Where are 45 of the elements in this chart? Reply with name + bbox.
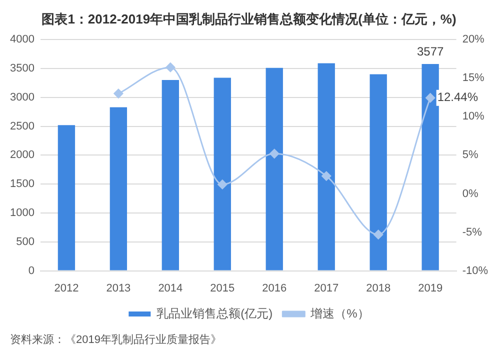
x-tick-label: 2018 (366, 282, 391, 294)
y-tick-label: 3500 (10, 62, 34, 75)
point (114, 88, 124, 98)
x-tick-label: 2015 (210, 282, 235, 294)
bar (318, 63, 335, 270)
point (322, 171, 332, 181)
bar (58, 125, 76, 270)
point (166, 62, 176, 72)
y-tick-label: 4000 (10, 34, 34, 46)
data-label: 12.44% (437, 90, 478, 104)
legend-label: 增速（%） (310, 306, 370, 320)
point (374, 230, 384, 240)
point (426, 93, 436, 103)
y2-tick-label: -10% (462, 264, 488, 277)
y2-tick-label: 5% (462, 149, 478, 162)
y2-tick-label: 20% (462, 34, 485, 46)
y-tick-label: 1000 (10, 207, 34, 220)
bar (162, 80, 179, 270)
x-tick-label: 2019 (418, 282, 443, 294)
y2-tick-label: 0% (462, 188, 478, 200)
data-label: 3577 (416, 44, 444, 58)
x-tick-label: 2014 (158, 282, 183, 294)
y2-tick-label: 10% (462, 110, 485, 123)
y-tick-label: 0 (28, 264, 34, 277)
legend-label: 乳品业销售总额(亿元) (156, 306, 273, 320)
y2-tick-label: -5% (462, 226, 482, 238)
y-tick-label: 1500 (10, 178, 34, 190)
bar (266, 68, 283, 270)
bar (422, 64, 439, 270)
x-tick-label: 2013 (106, 282, 131, 294)
point (270, 148, 280, 158)
x-tick-label: 2012 (54, 282, 79, 294)
bar (370, 74, 387, 270)
bar (110, 107, 128, 270)
point (218, 180, 228, 190)
y2-tick-label: 15% (462, 72, 485, 84)
y-tick-label: 500 (16, 236, 34, 248)
x-tick-label: 2016 (262, 282, 287, 294)
y-tick-label: 2000 (10, 149, 34, 162)
y-tick-label: 2500 (10, 120, 34, 132)
chart-title: 图表1：2012-2019年中国乳制品行业销售总额变化情况(单位：亿元，%) (42, 11, 456, 26)
text: 资料来源：《2019年乳制品行业质量报告》 (9, 332, 222, 348)
y-tick-label: 3000 (10, 91, 34, 104)
x-tick-label: 2017 (314, 282, 339, 294)
bar (214, 78, 231, 270)
